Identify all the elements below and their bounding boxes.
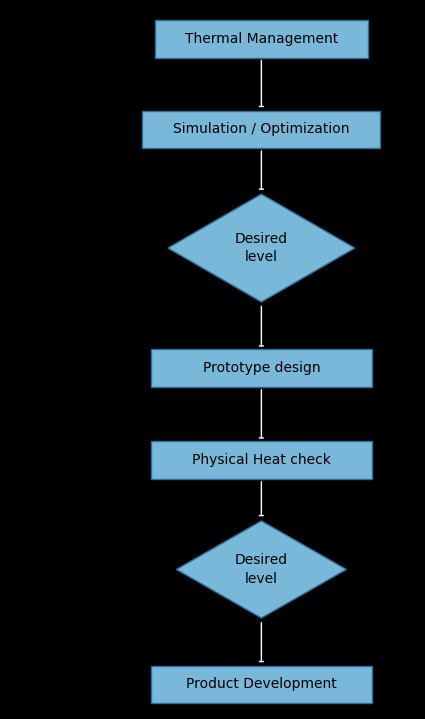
Text: Desired
level: Desired level: [235, 553, 288, 586]
FancyBboxPatch shape: [151, 349, 372, 387]
FancyBboxPatch shape: [142, 111, 380, 148]
Text: Thermal Management: Thermal Management: [185, 32, 338, 46]
Text: Simulation / Optimization: Simulation / Optimization: [173, 122, 350, 137]
Polygon shape: [176, 521, 346, 618]
FancyBboxPatch shape: [155, 20, 368, 58]
FancyBboxPatch shape: [151, 441, 372, 479]
FancyBboxPatch shape: [151, 666, 372, 703]
Text: Product Development: Product Development: [186, 677, 337, 692]
Text: Physical Heat check: Physical Heat check: [192, 453, 331, 467]
Text: Desired
level: Desired level: [235, 232, 288, 265]
Text: Prototype design: Prototype design: [203, 361, 320, 375]
Polygon shape: [168, 194, 355, 302]
